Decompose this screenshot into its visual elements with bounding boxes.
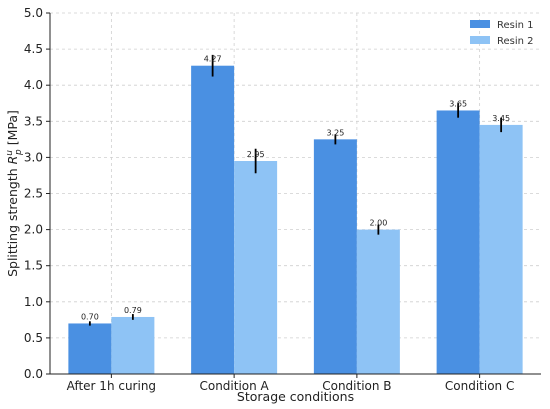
legend-swatch xyxy=(470,20,490,28)
legend-swatch xyxy=(470,36,490,44)
y-axis-title-sup: u xyxy=(5,150,15,156)
bar-resin-2 xyxy=(356,229,400,374)
y-tick-label: 0.0 xyxy=(24,367,43,381)
bar-resin-2 xyxy=(234,161,278,374)
data-label: 0.79 xyxy=(124,306,142,315)
legend-label: Resin 2 xyxy=(497,36,534,47)
y-tick-label: 4.5 xyxy=(24,42,43,56)
x-tick-label: Condition A xyxy=(199,379,269,393)
data-label: 3.45 xyxy=(492,114,510,123)
y-tick-label: 1.5 xyxy=(24,259,43,273)
data-label: 2.95 xyxy=(247,150,265,159)
legend-label: Resin 1 xyxy=(497,20,534,31)
y-axis-title-main: Splitting strength xyxy=(5,164,20,277)
bar-resin-1 xyxy=(191,65,235,375)
axes: 0.0 0.5 1.0 1.5 2.0 2.5 3.0 3.5 4.0 4.5 5.0 After 1… xyxy=(24,6,541,393)
y-tick-label: 2.5 xyxy=(24,187,43,201)
data-label: 3.65 xyxy=(449,99,467,108)
y-axis-title-unit: [MPa] xyxy=(5,110,20,149)
bar-resin-2 xyxy=(479,124,523,374)
y-tick-label: 0.5 xyxy=(24,331,43,345)
y-tick-label: 3.5 xyxy=(24,114,43,128)
x-tick-label: Condition B xyxy=(322,379,391,393)
bar-resin-2 xyxy=(111,316,155,374)
data-label: 0.70 xyxy=(81,312,99,321)
y-tick-label: 2.0 xyxy=(24,223,43,237)
bar-resin-1 xyxy=(436,110,480,374)
bar-resin-1 xyxy=(68,323,112,374)
y-axis-title: Splitting strength Rup [MPa] xyxy=(5,110,24,277)
legend: Resin 1 Resin 2 xyxy=(470,20,534,47)
x-tick-label: Condition C xyxy=(445,379,514,393)
data-label: 2.00 xyxy=(369,219,387,228)
y-tick-label: 3.0 xyxy=(24,150,43,164)
y-axis-title-symbol: R xyxy=(5,156,20,165)
x-tick-label: After 1h curing xyxy=(67,379,156,393)
bar-resin-1 xyxy=(313,139,357,374)
data-labels: 0.70 0.79 4.27 2.95 3.25 2.00 3.65 3.45 xyxy=(81,55,510,322)
bars xyxy=(68,65,523,375)
y-tick-label: 4.0 xyxy=(24,78,43,92)
data-label: 3.25 xyxy=(326,128,344,137)
y-tick-label: 5.0 xyxy=(24,6,43,20)
y-tick-label: 1.0 xyxy=(24,295,43,309)
y-axis-title-sub: p xyxy=(14,149,24,156)
x-axis-title: Storage conditions xyxy=(237,389,354,404)
error-bars xyxy=(88,54,503,326)
data-label: 4.27 xyxy=(204,55,222,64)
